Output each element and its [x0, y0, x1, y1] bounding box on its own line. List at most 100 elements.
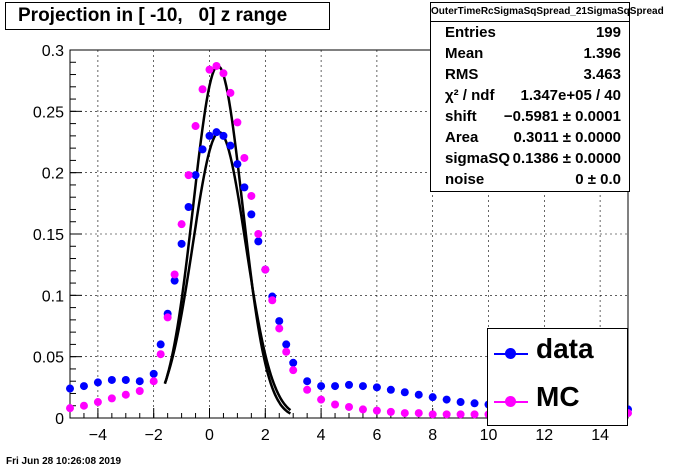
point-mc [247, 191, 256, 200]
point-mc [345, 402, 353, 411]
x-tick-label: 0 [205, 427, 214, 444]
x-tick-label: 4 [317, 427, 326, 444]
stats-label: Mean [445, 45, 484, 62]
point-mc [135, 387, 144, 396]
point-data [149, 369, 158, 378]
stats-value: 0.3011 ± 0.0000 [513, 129, 622, 146]
point-data [358, 382, 367, 391]
stats-row: Entries 199 [431, 22, 629, 43]
point-mc [233, 118, 242, 127]
point-mc [219, 69, 228, 78]
point-mc [163, 313, 172, 322]
point-data [289, 358, 298, 367]
point-mc [79, 401, 88, 410]
point-data [247, 210, 256, 219]
stats-value: 3.463 [583, 66, 621, 83]
stats-rows: Entries 199 Mean 1.396 RMS 3.463 χ² / ndf 1.347… [431, 22, 629, 190]
point-data [93, 378, 102, 387]
stats-box: OuterTimeRcSigmaSqSpread_21SigmaSqSpread… [430, 2, 664, 192]
point-data [156, 340, 165, 349]
point-data [331, 382, 340, 391]
x-tick-label: 6 [372, 427, 381, 444]
point-mc [456, 410, 465, 419]
stats-row: RMS 3.463 [431, 64, 629, 85]
point-data [254, 237, 263, 246]
fit-curves [163, 64, 292, 415]
stats-row: χ² / ndf 1.347e+05 / 40 [431, 85, 629, 106]
point-mc [372, 406, 381, 415]
point-data [372, 383, 381, 392]
point-data [177, 239, 186, 248]
point-data [470, 399, 479, 408]
point-data [275, 317, 284, 326]
x-tick-label: 10 [480, 427, 498, 444]
stats-value: 1.347e+05 / 40 [520, 87, 621, 104]
point-mc [107, 394, 116, 403]
point-mc [275, 324, 284, 333]
point-mc [331, 400, 340, 409]
point-mc [205, 65, 214, 74]
stats-row: Mean 1.396 [431, 43, 629, 64]
point-mc [254, 230, 263, 238]
point-data [79, 382, 88, 391]
x-tick-label: 12 [535, 427, 553, 444]
point-mc [470, 410, 479, 419]
point-data [386, 385, 395, 394]
point-mc [93, 398, 102, 407]
point-data [198, 145, 207, 154]
point-data [317, 382, 326, 391]
stats-row: Area 0.3011 ± 0.0000 [431, 127, 629, 148]
point-mc [268, 296, 277, 305]
point-data [428, 393, 437, 402]
point-mc [442, 410, 451, 419]
stats-label: Entries [445, 24, 496, 41]
legend-marker-mc [505, 396, 516, 407]
x-tick-label: 14 [591, 427, 609, 444]
point-mc [317, 395, 326, 404]
x-tick-label: 2 [261, 427, 270, 444]
point-data [233, 160, 242, 169]
point-data [191, 171, 200, 180]
stats-row: noise 0 ± 0.0 [431, 169, 629, 190]
stats-label: sigmaSQ [445, 150, 511, 167]
stats-label: noise [445, 171, 485, 188]
point-mc [428, 410, 437, 419]
stats-name: OuterTimeRcSigmaSqSpread_21SigmaSqSpread [431, 3, 664, 22]
point-mc [358, 405, 367, 414]
point-mc [198, 85, 207, 94]
legend-entry-data: data [488, 329, 627, 375]
point-data [282, 340, 291, 349]
legend-entry-mc: MC [488, 377, 627, 423]
point-mc [386, 407, 395, 416]
point-data [135, 377, 144, 386]
stats-label: χ² / ndf [445, 87, 495, 104]
point-data [345, 380, 353, 389]
stats-value: 1.396 [583, 45, 621, 62]
point-mc [400, 409, 409, 418]
point-mc [170, 270, 179, 279]
point-data [219, 131, 228, 140]
x-tick-label: −4 [89, 427, 107, 444]
point-mc [156, 350, 165, 359]
stats-label: Area [445, 129, 479, 146]
fit-curve-0 [163, 130, 292, 412]
stats-value: −0.5981 ± 0.0001 [503, 108, 621, 125]
y-tick-label: 0.25 [33, 104, 64, 121]
legend-label-data: data [536, 333, 594, 364]
point-mc [121, 390, 130, 399]
point-data [240, 183, 249, 192]
stats-value: 0.1386 ± 0.0000 [512, 150, 621, 167]
y-tick-label: 0.2 [42, 166, 64, 183]
point-mc [282, 347, 291, 356]
point-data [442, 395, 451, 404]
point-data [456, 398, 465, 407]
point-data [170, 276, 179, 285]
point-data [184, 203, 193, 212]
point-mc [289, 366, 298, 375]
stats-value: 0 ± 0.0 [575, 171, 621, 188]
point-data [226, 141, 235, 150]
x-tick-label: −2 [145, 427, 163, 444]
point-mc [66, 404, 74, 413]
point-data [66, 384, 74, 393]
fit-curve-1 [163, 64, 292, 415]
